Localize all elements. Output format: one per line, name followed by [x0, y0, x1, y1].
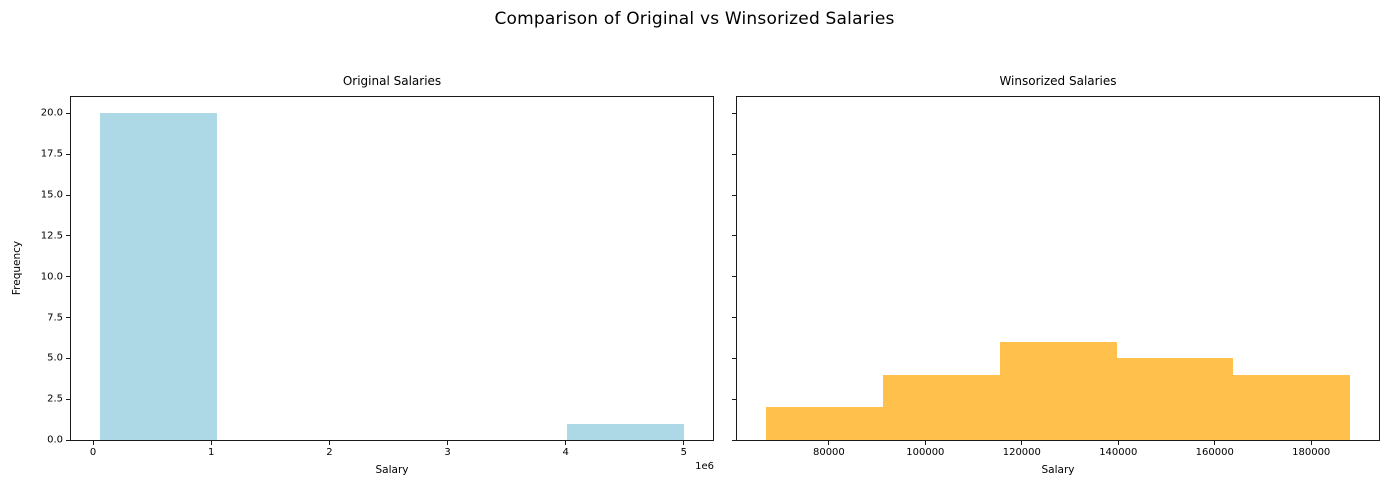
- x-tick-mark: [924, 441, 926, 445]
- x-tick-label: 2: [326, 447, 333, 458]
- y-tick-label: 12.5: [40, 230, 63, 242]
- y-tick-mark: [66, 112, 70, 114]
- x-tick-label: 100000: [906, 447, 945, 458]
- plot-area-original-salaries: 0 1 2 3 4 5 0.0 2.5 5.0 7.5 10.0 12.5 15.0 17.5 20.0: [41, 96, 714, 458]
- y-tick-mark: [732, 194, 736, 196]
- y-tick-mark: [66, 153, 70, 155]
- x-tick-mark: [1021, 441, 1023, 445]
- y-tick-label: 15.0: [40, 189, 63, 201]
- y-tick-label: 17.5: [40, 148, 63, 160]
- x-tick-label: 180000: [1292, 447, 1331, 458]
- x-tick-label: 160000: [1195, 447, 1234, 458]
- y-tick-mark: [732, 153, 736, 155]
- y-tick-label: 20.0: [40, 107, 63, 119]
- x-tick-mark: [828, 441, 830, 445]
- plot-area-winsorized-salaries: 80000 100000 120000 140000 160000 180000: [732, 96, 1380, 458]
- y-tick-label: 7.5: [47, 312, 63, 323]
- y-tick-mark: [66, 235, 70, 237]
- x-tick-mark: [683, 441, 685, 445]
- x-tick-mark: [447, 441, 449, 445]
- x-axis-label-winsorized: Salary: [1041, 464, 1075, 476]
- x-tick-label: 3: [444, 447, 451, 458]
- histogram-bar: [1233, 374, 1351, 440]
- x-tick-mark: [1214, 441, 1216, 445]
- y-tick-mark: [732, 398, 736, 400]
- y-tick-label: 5.0: [47, 352, 63, 364]
- y-tick-label: 10.0: [40, 271, 63, 283]
- x-axis-label-original: Salary: [375, 464, 409, 476]
- x-tick-label: 1: [208, 447, 215, 458]
- figure-title: Comparison of Original vs Winsorized Sal…: [494, 9, 895, 29]
- subplot-title-winsorized: Winsorized Salaries: [999, 74, 1117, 88]
- y-tick-mark: [66, 194, 70, 196]
- y-tick-label: 2.5: [47, 393, 63, 405]
- x-tick-mark: [1310, 441, 1312, 445]
- x-tick-label: 4: [562, 447, 569, 458]
- histogram-bar: [999, 342, 1117, 440]
- y-axis-label-frequency: Frequency: [11, 240, 23, 296]
- x-tick-label: 140000: [1099, 447, 1138, 458]
- x-tick-label: 80000: [812, 447, 845, 458]
- y-tick-label: 0.0: [47, 434, 63, 446]
- histogram-bar: [766, 407, 883, 440]
- x-axis-offset-text: 1e6: [695, 461, 714, 472]
- histogram-bar: [883, 374, 1000, 440]
- y-tick-mark: [732, 112, 736, 114]
- x-tick-mark: [1117, 441, 1119, 445]
- x-tick-label: 120000: [1002, 447, 1041, 458]
- x-tick-mark: [565, 441, 567, 445]
- histogram-bar: [567, 423, 684, 440]
- y-tick-mark: [732, 317, 736, 318]
- y-tick-mark: [66, 398, 70, 400]
- histogram-bar: [1116, 358, 1234, 440]
- y-tick-mark: [66, 357, 70, 359]
- y-tick-mark: [732, 357, 736, 359]
- y-tick-mark: [66, 317, 70, 318]
- subplot-title-original: Original Salaries: [342, 74, 442, 88]
- x-tick-label: 5: [680, 447, 687, 458]
- histogram-bar: [100, 113, 217, 440]
- x-tick-mark: [92, 441, 94, 445]
- y-tick-mark: [732, 235, 736, 237]
- y-tick-mark: [66, 276, 70, 278]
- x-tick-mark: [328, 441, 330, 445]
- y-tick-mark: [66, 439, 70, 441]
- y-tick-mark: [732, 276, 736, 278]
- x-tick-label: 0: [89, 447, 97, 458]
- x-tick-mark: [210, 441, 212, 445]
- y-tick-mark: [732, 439, 736, 441]
